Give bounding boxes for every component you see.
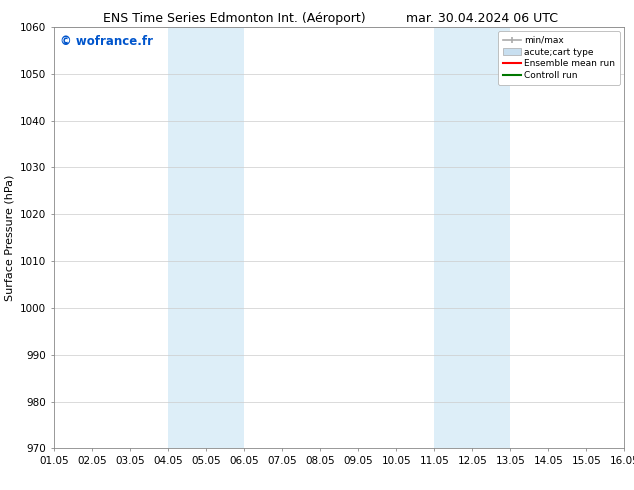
Bar (168, 27, 244, 448)
Bar (434, 27, 510, 448)
Y-axis label: Surface Pressure (hPa): Surface Pressure (hPa) (4, 174, 15, 301)
Text: © wofrance.fr: © wofrance.fr (60, 35, 153, 49)
Text: ENS Time Series Edmonton Int. (Aéroport): ENS Time Series Edmonton Int. (Aéroport) (103, 12, 366, 25)
Legend: min/max, acute;cart type, Ensemble mean run, Controll run: min/max, acute;cart type, Ensemble mean … (498, 31, 620, 85)
Text: mar. 30.04.2024 06 UTC: mar. 30.04.2024 06 UTC (406, 12, 558, 25)
